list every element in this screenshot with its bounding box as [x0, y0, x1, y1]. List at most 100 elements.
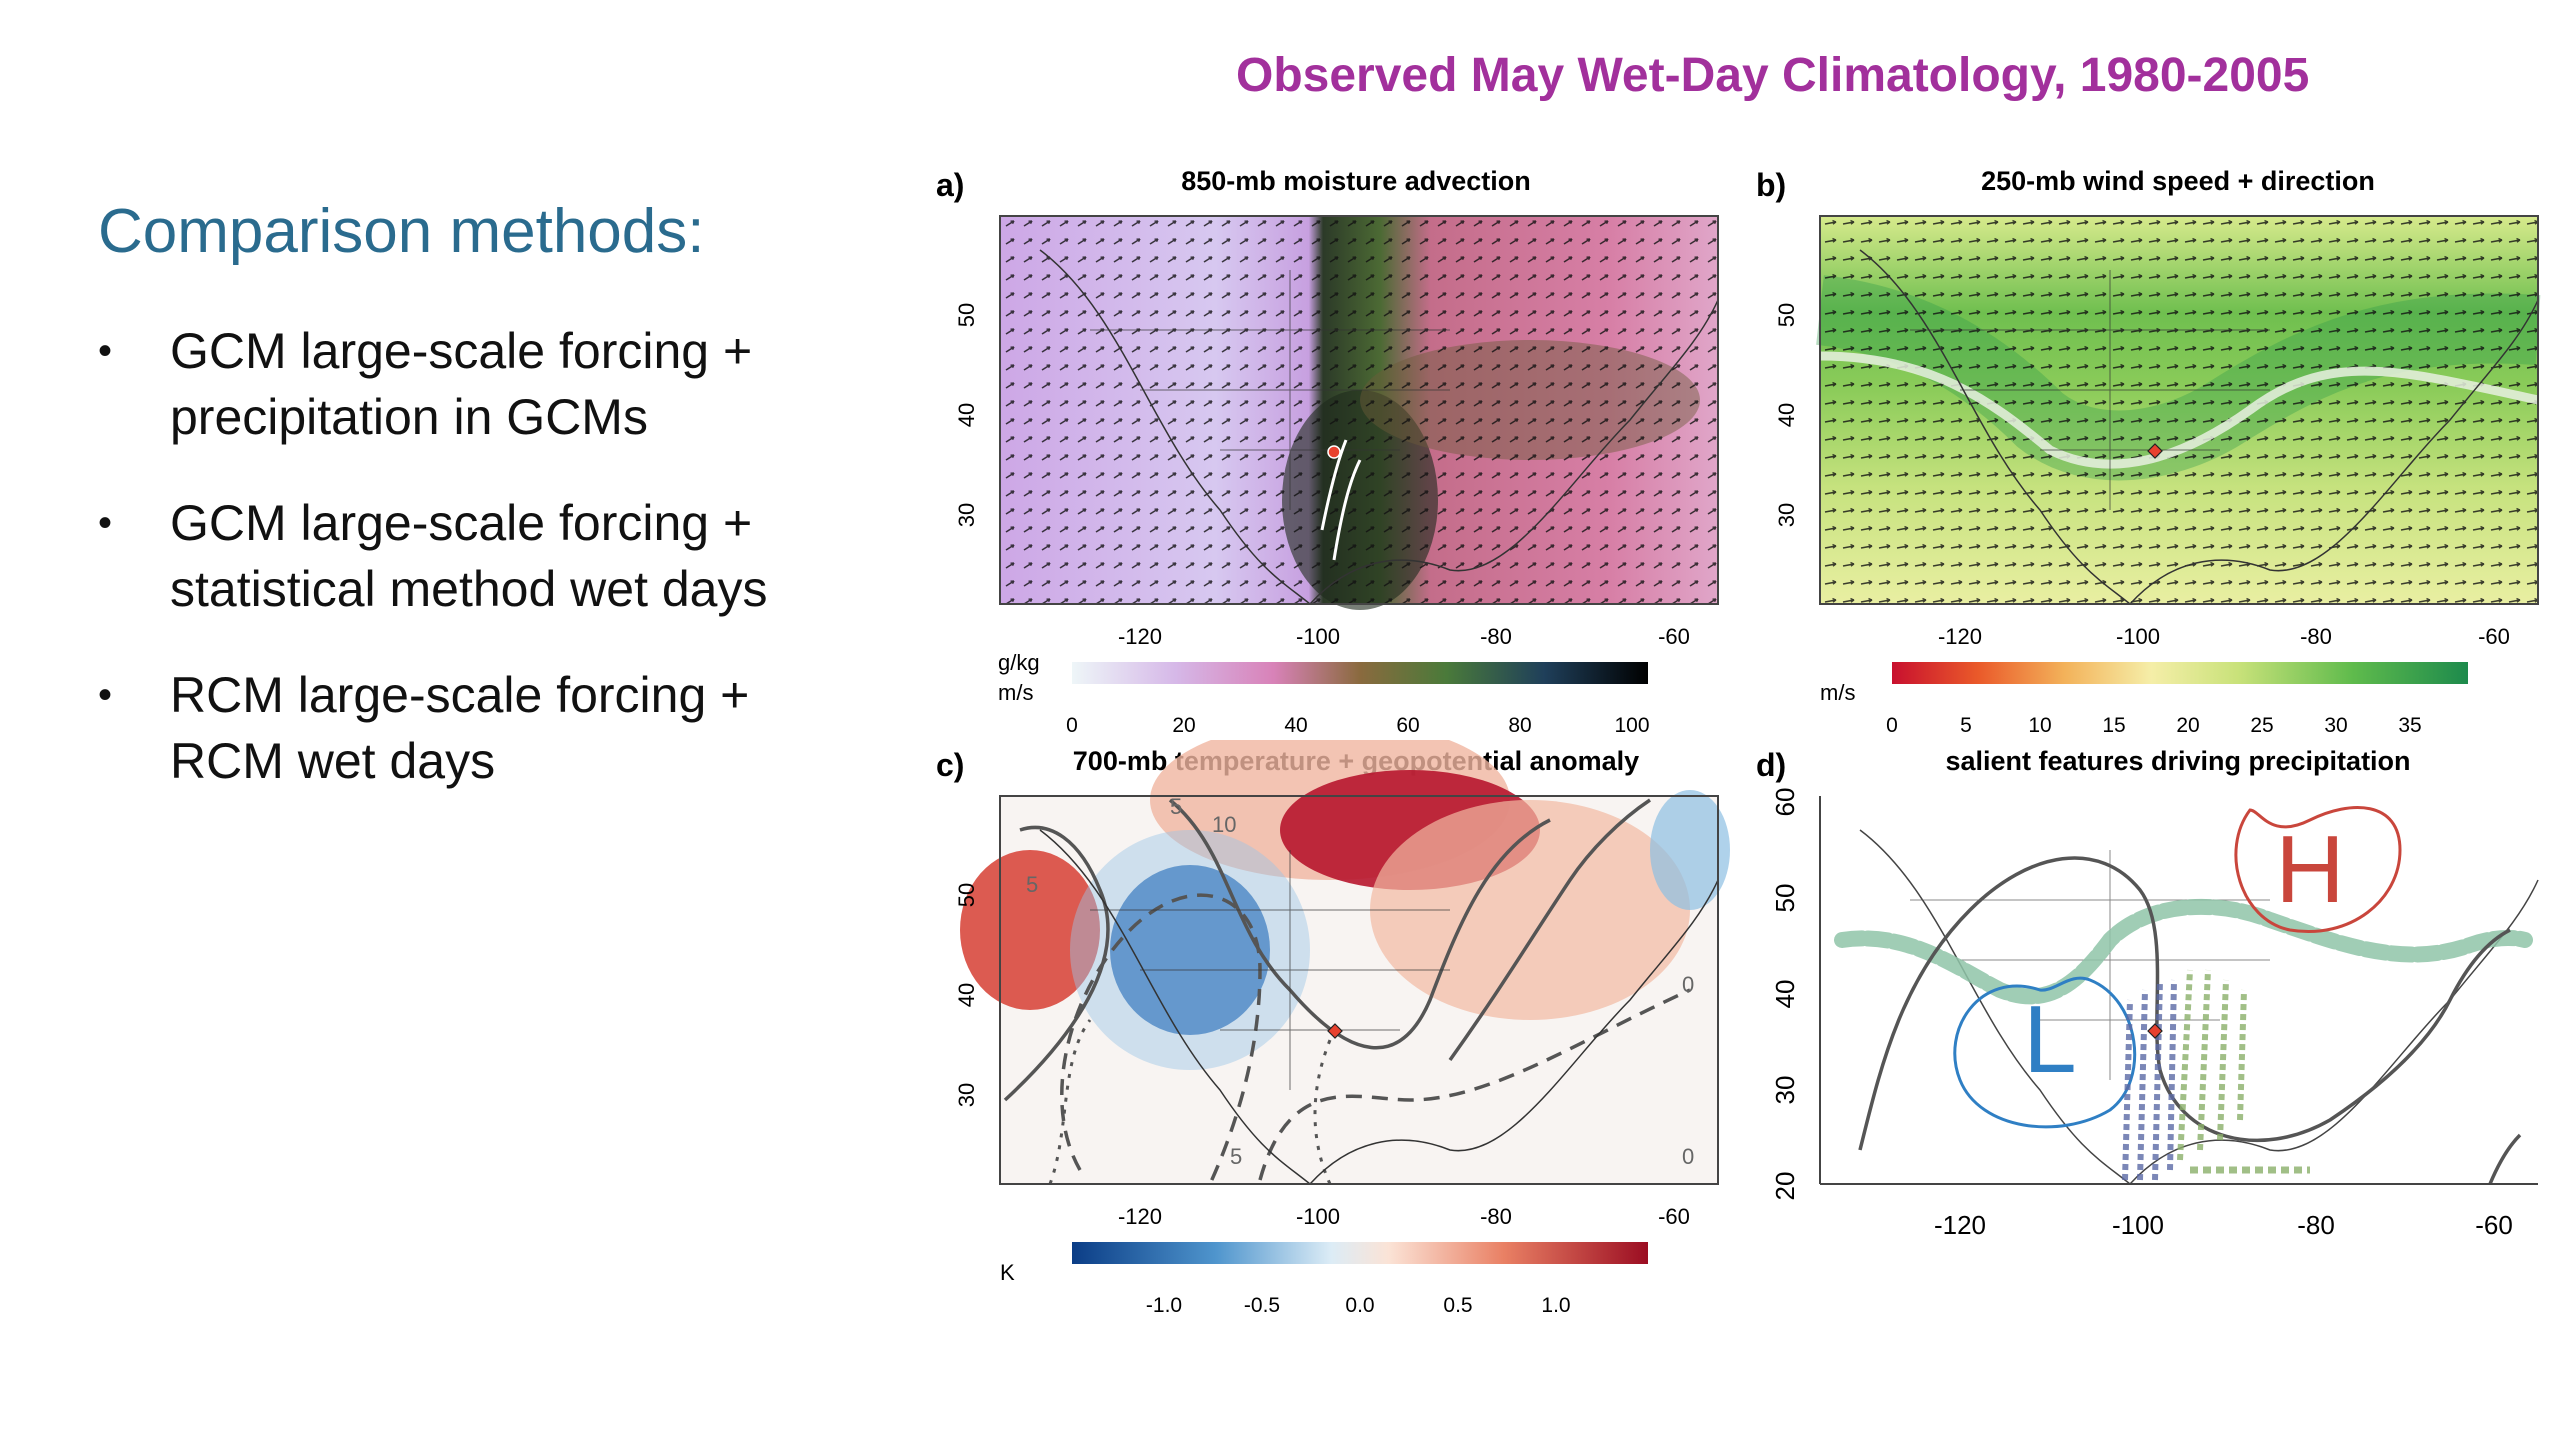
map-area — [999, 215, 1719, 610]
colorbar-tick: 100 — [1614, 714, 1649, 737]
colorbar-gradient — [1072, 662, 1648, 684]
y-tick-label: 60 — [1770, 788, 1800, 817]
low-pressure-outline — [1953, 976, 2137, 1129]
colorbar-tick: 15 — [2102, 714, 2125, 737]
colorbar-tick: 80 — [1508, 714, 1531, 737]
y-axis: 50 40 30 — [1774, 303, 1799, 527]
map-background — [1820, 796, 2538, 1184]
moisture-flux-arrows — [2122, 969, 2310, 1181]
y-tick-label: 30 — [954, 503, 979, 527]
y-axis: 50 40 30 — [954, 883, 979, 1107]
bullet-line: RCM large-scale forcing + — [170, 667, 750, 723]
colorbar-tick: 30 — [2324, 714, 2347, 737]
site-marker — [2147, 443, 2163, 459]
site-marker — [1327, 445, 1341, 459]
map-frame — [1819, 215, 2539, 605]
coastline — [1039, 829, 1719, 1185]
high-pressure-label: H — [2275, 816, 2344, 923]
x-tick-label: -100 — [2116, 624, 2160, 649]
state-borders — [1090, 850, 1450, 1090]
coastline — [1309, 299, 1719, 605]
colorbar-tick: 0.5 — [1443, 1294, 1472, 1317]
colorbar: g/kg m/s 0 20 40 60 80 100 — [998, 650, 1650, 737]
colorbar-tick: 20 — [2176, 714, 2199, 737]
y-axis: 50 40 30 — [954, 303, 979, 527]
y-tick-label: 40 — [954, 403, 979, 427]
x-tick-label: -120 — [1118, 1204, 1162, 1229]
panel-c-temperature-anomaly: c) 700-mb temperature + geopotential ano… — [936, 740, 1730, 1317]
x-axis: -120 -100 -80 -60 — [1118, 624, 1690, 649]
y-tick-label: 50 — [954, 883, 979, 907]
colorbar-tick: -1.0 — [1146, 1294, 1182, 1317]
colorbar-tick: 5 — [1960, 714, 1972, 737]
map-area — [1815, 215, 2541, 605]
bullet-item: • GCM large-scale forcing + precipitatio… — [98, 318, 858, 450]
panel-title: 850-mb moisture advection — [1181, 166, 1531, 196]
state-borders — [1910, 850, 2270, 1080]
colorbar-gradient — [1072, 1242, 1648, 1264]
panel-letter: b) — [1756, 167, 1786, 203]
panel-letter: c) — [936, 747, 964, 783]
map-area: H L — [1819, 796, 2539, 1185]
bullet-line: GCM large-scale forcing + — [170, 323, 753, 379]
colorbar: K -1.0 -0.5 0.0 0.5 1.0 — [1000, 1242, 1648, 1317]
colorbar-tick: 0.0 — [1345, 1294, 1374, 1317]
panel-b-wind-speed: b) 250-mb wind speed + direction 50 40 3… — [1756, 166, 2541, 737]
panel-letter: a) — [936, 167, 964, 203]
colorbar-tick: 25 — [2250, 714, 2273, 737]
high-pressure-outline — [2234, 806, 2402, 933]
bullet-line: GCM large-scale forcing + — [170, 495, 753, 551]
colorbar-tick: 20 — [1172, 714, 1195, 737]
bullet-line: statistical method wet days — [170, 561, 768, 617]
moisture-jet-arrows — [1320, 439, 1362, 561]
coastline — [1039, 249, 1311, 605]
panel-a-moisture-advection: a) 850-mb moisture advection 50 40 30 -1… — [936, 166, 1719, 737]
map-axes — [1819, 796, 2538, 1185]
y-axis: 60 50 40 30 20 — [1770, 788, 1800, 1201]
x-tick-label: -80 — [2297, 1210, 2335, 1240]
bullet-line: precipitation in GCMs — [170, 389, 648, 445]
colorbar: m/s 0 5 10 15 20 25 30 35 — [1820, 662, 2468, 737]
x-tick-label: -120 — [1118, 624, 1162, 649]
geopotential-contour — [1168, 798, 1551, 1050]
map-frame — [999, 795, 1719, 1185]
x-axis: -120 -100 -80 -60 — [1934, 1210, 2513, 1240]
panel-title: 250-mb wind speed + direction — [1981, 166, 2375, 196]
panel-title: salient features driving precipitation — [1945, 746, 2410, 776]
contour-label: 0 — [1682, 972, 1694, 997]
contour-label: 0 — [1682, 1144, 1694, 1169]
colorbar-unit: g/kg — [998, 650, 1040, 675]
colorbar-tick: 35 — [2398, 714, 2421, 737]
bullet-symbol: • — [98, 329, 113, 373]
bullet-list: • GCM large-scale forcing + precipitatio… — [98, 318, 858, 834]
bullet-item: • GCM large-scale forcing + statistical … — [98, 490, 858, 622]
colorbar-tick: 0 — [1066, 714, 1078, 737]
colorbar-unit: K — [1000, 1260, 1015, 1285]
x-tick-label: -80 — [1480, 1204, 1512, 1229]
x-tick-label: -80 — [2300, 624, 2332, 649]
contour-label: 5 — [1170, 794, 1182, 819]
x-tick-label: -100 — [1296, 624, 1340, 649]
x-tick-label: -60 — [2478, 624, 2510, 649]
bullet-item: • RCM large-scale forcing + RCM wet days — [98, 662, 858, 794]
y-tick-label: 40 — [954, 983, 979, 1007]
y-tick-label: 40 — [1770, 980, 1800, 1009]
bullet-line: RCM wet days — [170, 733, 496, 789]
slide-title: Observed May Wet-Day Climatology, 1980-2… — [1236, 49, 2310, 102]
contour-label: 5 — [1230, 1144, 1242, 1169]
jet-stream-axis — [1819, 351, 2539, 469]
x-tick-label: -120 — [1938, 624, 1982, 649]
y-tick-label: 40 — [1774, 403, 1799, 427]
colorbar-tick: 1.0 — [1541, 1294, 1570, 1317]
y-tick-label: 30 — [954, 1083, 979, 1107]
site-marker — [2147, 1023, 2163, 1039]
geopotential-contour — [1003, 825, 1110, 1102]
low-pressure-label: L — [2023, 986, 2076, 1093]
panel-d-salient-features: d) salient features driving precipitatio… — [1756, 746, 2539, 1240]
y-tick-label: 50 — [1770, 884, 1800, 913]
x-tick-label: -120 — [1934, 1210, 1986, 1240]
comparison-heading: Comparison methods: — [98, 197, 705, 266]
colorbar-gradient — [1892, 662, 2468, 684]
colorbar-tick: 0 — [1886, 714, 1898, 737]
y-tick-label: 50 — [954, 303, 979, 327]
